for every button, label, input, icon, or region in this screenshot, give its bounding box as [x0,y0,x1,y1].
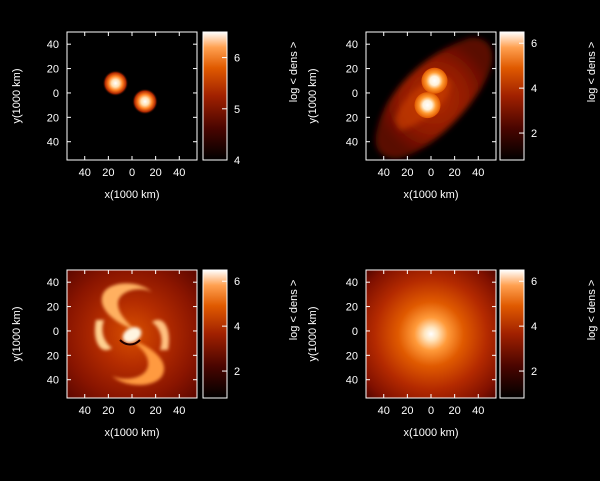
colorbar-ticks: 2 4 6 [519,276,537,378]
colorbar [202,31,228,161]
x-axis-label: x(1000 km) [104,427,159,439]
y-tick-label: 20 [47,64,59,76]
colorbar-tick-label: 6 [234,53,240,65]
colorbar-tick-label: 2 [234,366,240,378]
x-tick-label: 40 [79,167,91,179]
spiral-arm-3 [94,320,112,351]
y-tick-label: 20 [47,302,59,314]
axes-ticks: 40 40 20 20 0 0 20 20 40 40 [346,270,496,417]
colorbar-label: log < dens > [586,42,598,103]
colorbar-label-left: log < dens > [288,42,300,103]
x-tick-label: 0 [129,167,135,179]
x-axis-label: x(1000 km) [403,189,458,201]
colorbar-tick-label: 4 [234,321,240,333]
x-tick-label: 20 [150,167,162,179]
y-axis-label: y(1000 km) [307,306,319,361]
density-map [366,270,496,398]
x-tick-label: 20 [150,405,162,417]
colorbar-tick-label: 2 [531,366,537,378]
colorbar-label: log < dens > [288,280,300,341]
x-tick-label: 40 [173,405,185,417]
y-axis-label: y(1000 km) [11,68,23,123]
y-tick-label: 40 [47,277,59,289]
x-tick-label: 0 [428,405,434,417]
y-tick-label: 20 [346,350,358,362]
y-tick-label: 40 [47,375,59,387]
star-core-2 [414,92,441,119]
x-tick-label: 20 [449,167,461,179]
y-tick-label: 0 [53,88,59,100]
panel-bottom-right: 40 40 20 20 0 0 20 20 40 40 2 4 6 x(1000 km) y(1000… [307,269,598,439]
y-axis-label: y(1000 km) [11,306,23,361]
y-tick-label: 40 [47,137,59,149]
spiral-arm-4 [152,319,170,350]
x-tick-label: 20 [401,167,413,179]
colorbar-tick-label: 6 [531,276,537,288]
panel-top-left: 40 40 20 20 0 0 20 20 40 40 4 5 6 x(1000 km) y(1000… [11,31,240,201]
spiral-arm-1 [101,283,152,330]
colorbar-tick-label: 2 [531,128,537,140]
x-tick-label: 40 [173,167,185,179]
x-axis-label: x(1000 km) [403,427,458,439]
y-tick-label: 40 [346,137,358,149]
y-tick-label: 20 [346,302,358,314]
x-tick-label: 40 [378,167,390,179]
colorbar-ticks: 2 4 6 [222,276,240,378]
colorbar-ticks: 2 4 6 [519,38,537,140]
axes-ticks: 40 40 20 20 0 0 20 20 40 40 [47,32,197,179]
colorbar-ticks: 4 5 6 [222,53,240,167]
colorbar-tick-label: 4 [531,83,537,95]
star-core-1 [421,67,448,94]
x-tick-label: 20 [449,405,461,417]
y-tick-label: 0 [352,88,358,100]
axes-ticks: 40 40 20 20 0 0 20 20 40 40 [346,32,496,179]
spiral-dark-lane [119,339,141,346]
colorbar [202,269,228,399]
x-axis-label: x(1000 km) [104,189,159,201]
axes-ticks: 40 40 20 20 0 0 20 20 40 40 [47,270,197,417]
y-tick-label: 20 [47,350,59,362]
y-tick-label: 40 [346,375,358,387]
colorbar-label: log < dens > [586,280,598,341]
x-tick-label: 0 [129,405,135,417]
y-tick-label: 0 [53,326,59,338]
x-tick-label: 0 [428,167,434,179]
density-map [375,37,493,159]
density-map [102,70,158,115]
panel-top-right: 40 40 20 20 0 0 20 20 40 40 2 4 6 x(1000 km) y(1000… [288,31,598,201]
x-tick-label: 40 [472,167,484,179]
colorbar-tick-label: 6 [234,276,240,288]
spiral-core [122,327,142,343]
star-blob-2 [132,88,158,115]
x-tick-label: 20 [102,405,114,417]
star-blob-1 [102,70,129,97]
remnant-glow [366,270,496,398]
colorbar-tick-label: 4 [531,321,537,333]
y-tick-label: 40 [47,39,59,51]
y-axis-label: y(1000 km) [307,68,319,123]
spiral-arm-2 [112,338,165,385]
y-tick-label: 20 [346,112,358,124]
x-tick-label: 40 [472,405,484,417]
colorbar [499,269,525,399]
colorbar-tick-label: 6 [531,38,537,50]
y-tick-label: 20 [47,112,59,124]
y-tick-label: 0 [352,326,358,338]
colorbar-tick-label: 4 [234,155,240,167]
plot-area [67,32,197,160]
colorbar-tick-label: 5 [234,104,240,116]
y-tick-label: 40 [346,277,358,289]
density-map [67,270,197,398]
x-tick-label: 40 [79,405,91,417]
x-tick-label: 40 [378,405,390,417]
colorbar [499,31,525,161]
y-tick-label: 20 [346,64,358,76]
x-tick-label: 20 [401,405,413,417]
x-tick-label: 20 [102,167,114,179]
y-tick-label: 40 [346,39,358,51]
panel-bottom-left: 40 40 20 20 0 0 20 20 40 40 2 4 6 x(1000 km) y(1000… [11,269,300,439]
